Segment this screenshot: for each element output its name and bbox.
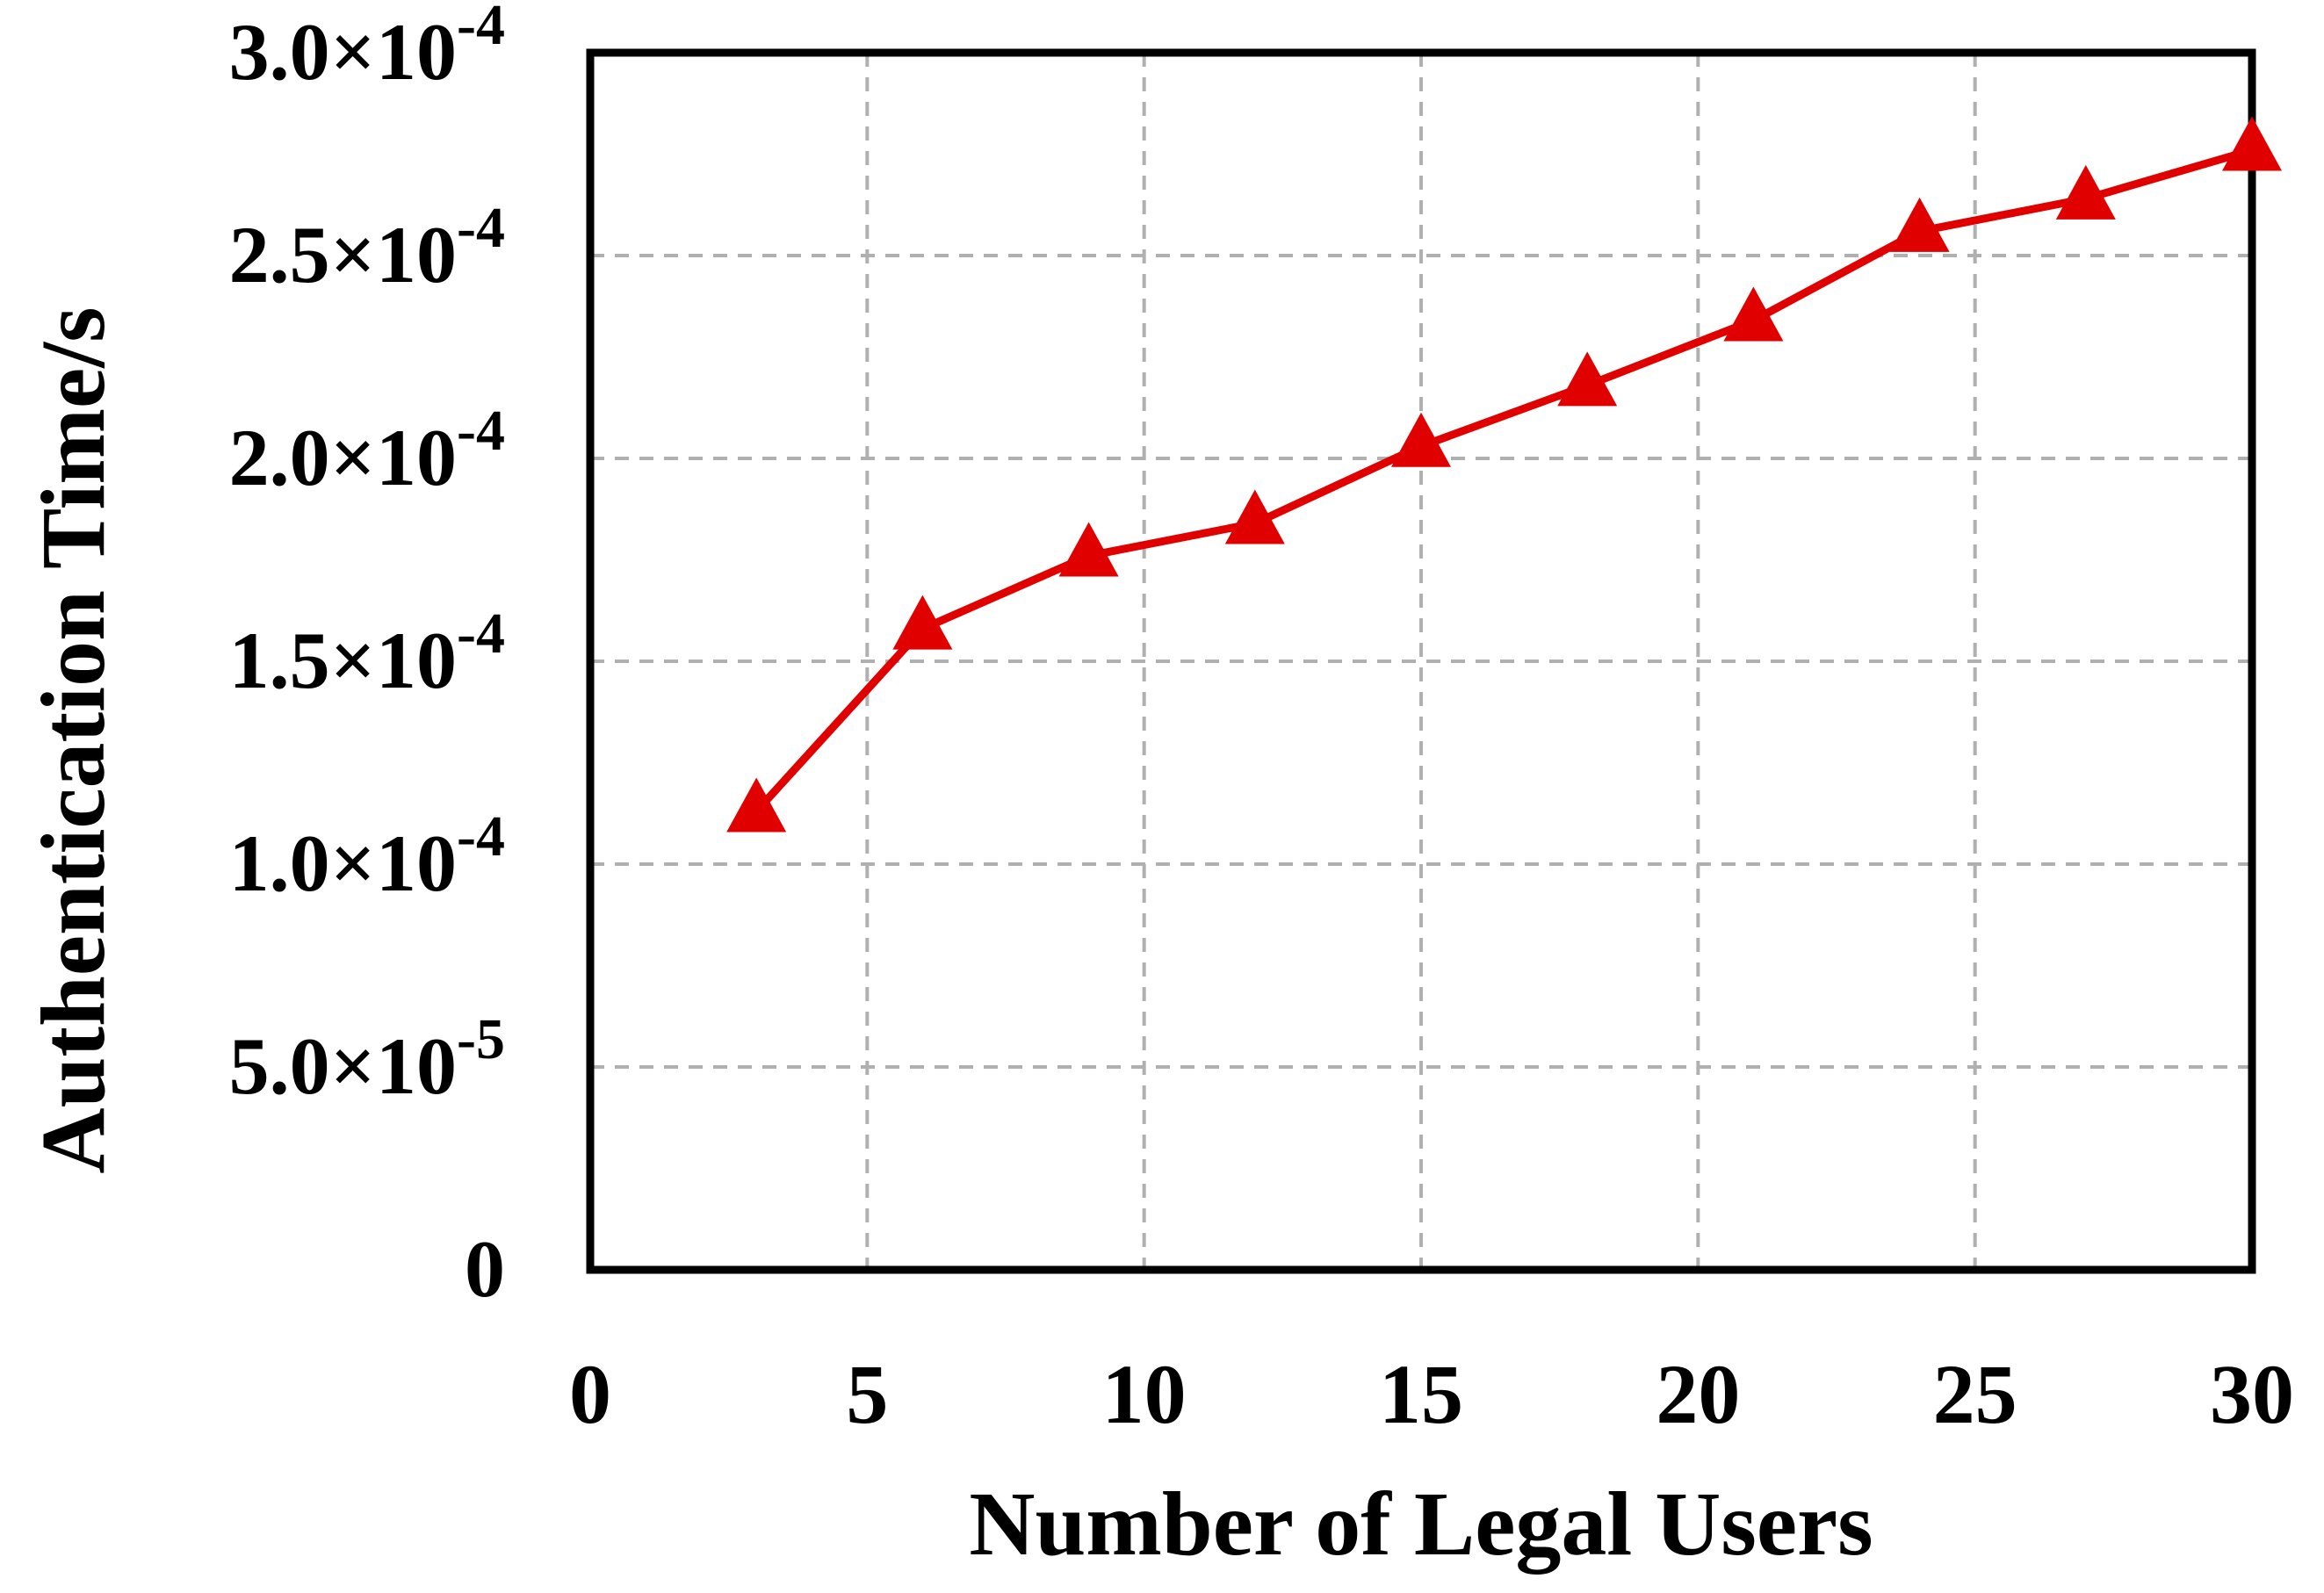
- x-tick-label: 30: [2210, 1347, 2294, 1441]
- data-point-marker: [1557, 351, 1618, 407]
- x-axis-title: Number of Legal Users: [969, 1474, 1873, 1575]
- series-line: [752, 146, 2256, 816]
- y-tick-label: 1.0×10-4: [229, 804, 505, 908]
- data-point-marker: [1723, 286, 1784, 342]
- y-tick-mantissa: 2.5×10: [229, 210, 457, 299]
- data-point-marker: [1058, 522, 1119, 577]
- y-tick-label: 0: [465, 1224, 505, 1314]
- y-tick-exponent: -4: [457, 196, 505, 260]
- y-tick-mantissa: 1.0×10: [229, 818, 457, 908]
- x-tick-label: 5: [846, 1347, 888, 1441]
- y-tick-label: 3.0×10-4: [229, 0, 505, 97]
- x-axis-ticks: 0 5 10 15 20 25 30: [569, 1347, 2294, 1441]
- grid: [590, 53, 2252, 1270]
- data-point-marker: [892, 595, 953, 650]
- y-tick-label: 1.5×10-4: [229, 602, 505, 705]
- y-tick-exponent: -4: [457, 602, 505, 666]
- data-point-marker: [2222, 116, 2282, 171]
- y-tick-label: 2.5×10-4: [229, 196, 505, 299]
- y-tick-mantissa: 0: [465, 1224, 505, 1314]
- data-point-marker: [1224, 489, 1285, 544]
- x-tick-label: 25: [1933, 1347, 2017, 1441]
- x-tick-label: 0: [569, 1347, 611, 1441]
- y-tick-label: 2.0×10-4: [229, 399, 505, 502]
- x-tick-label: 20: [1656, 1347, 1740, 1441]
- y-tick-exponent: -4: [457, 804, 505, 869]
- data-point-marker: [1391, 412, 1451, 467]
- data-point-marker: [726, 777, 787, 833]
- data-point-marker: [2055, 164, 2116, 220]
- y-tick-mantissa: 3.0×10: [229, 7, 457, 97]
- y-tick-exponent: -4: [457, 0, 505, 57]
- x-tick-label: 15: [1379, 1347, 1463, 1441]
- plot-area-frame: [586, 48, 2256, 1274]
- y-tick-exponent: -4: [457, 399, 505, 463]
- y-tick-mantissa: 5.0×10: [229, 1021, 457, 1111]
- y-tick-exponent: -5: [457, 1007, 505, 1071]
- y-axis-ticks: 05.0×10-51.0×10-41.5×10-42.0×10-42.5×10-…: [229, 0, 505, 1314]
- y-axis-title: Authentication Time/s: [23, 306, 124, 1173]
- x-tick-label: 10: [1102, 1347, 1187, 1441]
- y-tick-mantissa: 1.5×10: [229, 616, 457, 705]
- data-point-marker: [1889, 197, 1950, 252]
- y-tick-mantissa: 2.0×10: [229, 413, 457, 502]
- series-group: [726, 116, 2282, 833]
- y-tick-label: 5.0×10-5: [229, 1007, 505, 1111]
